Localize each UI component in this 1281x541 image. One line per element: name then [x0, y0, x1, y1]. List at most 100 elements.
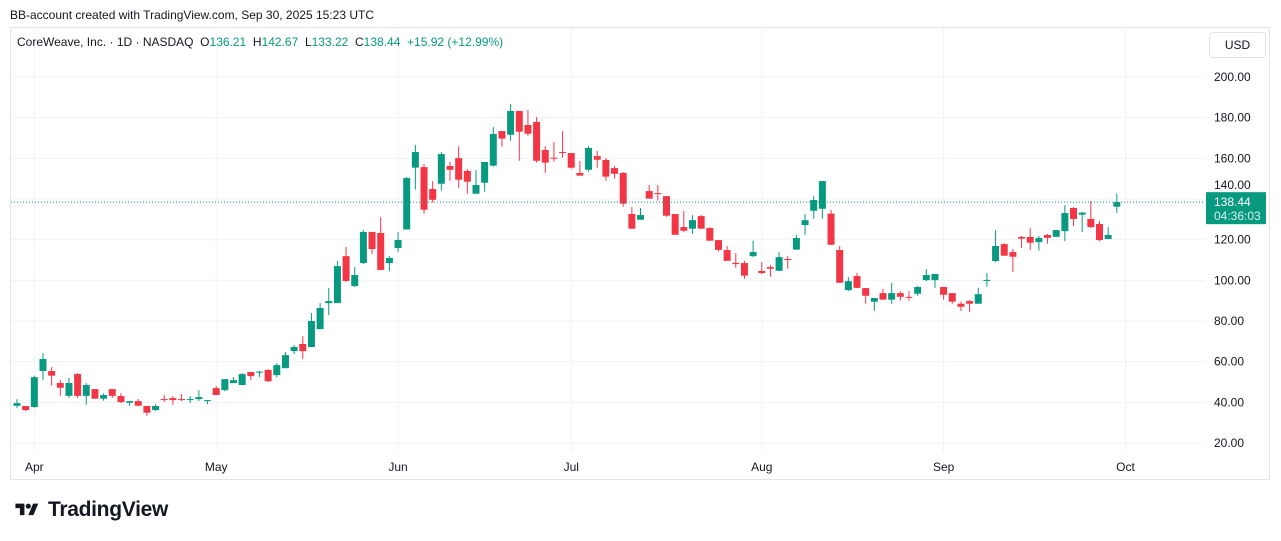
candle [766, 265, 774, 277]
candle [394, 231, 402, 253]
y-tick-label: 140.00 [1214, 178, 1251, 192]
candle-body [429, 189, 437, 200]
candle [966, 300, 974, 312]
currency-button[interactable]: USD [1209, 32, 1266, 58]
candle [1078, 212, 1086, 233]
candle-body [30, 377, 38, 408]
candle-body [732, 262, 740, 265]
y-tick-label: 100.00 [1214, 273, 1251, 287]
candle-body [281, 355, 289, 369]
candle [1035, 236, 1043, 251]
candle [403, 177, 411, 230]
symbol-legend: CoreWeave, Inc. · 1D · NASDAQ O136.21 H1… [17, 35, 503, 49]
candle [732, 253, 740, 268]
candle-body [888, 293, 896, 300]
candle-body [411, 152, 419, 168]
candle [1113, 193, 1121, 213]
candle-body [1018, 237, 1026, 239]
candle [186, 396, 194, 404]
candle-body [507, 110, 515, 135]
candle-body [628, 214, 636, 229]
candle-body [1070, 207, 1078, 219]
candle [784, 256, 792, 269]
candle-body [524, 124, 532, 134]
candle [957, 301, 965, 311]
low-value: 133.22 [311, 35, 349, 49]
candle-body [896, 293, 904, 297]
candle-body [723, 250, 731, 261]
tradingview-logo[interactable]: TradingView [12, 498, 168, 522]
x-tick-label: Oct [1116, 460, 1135, 474]
candle-body [455, 158, 463, 180]
y-tick-label: 80.00 [1214, 314, 1244, 328]
candle-body [359, 231, 367, 264]
candle [411, 144, 419, 190]
candle [221, 379, 229, 392]
candle [905, 291, 913, 301]
candle-body [818, 181, 826, 209]
candle [74, 373, 82, 398]
candle-body [1096, 224, 1103, 241]
candle [619, 171, 627, 207]
candle [862, 288, 870, 304]
candle-body [65, 383, 73, 396]
candle-body [697, 216, 705, 229]
candle [342, 246, 350, 282]
candle-body [611, 168, 619, 174]
candle-body [377, 232, 385, 270]
candle [775, 252, 783, 271]
y-tick-label: 200.00 [1214, 70, 1251, 84]
candle-body [810, 200, 818, 211]
candle [385, 255, 393, 271]
candle [585, 146, 593, 172]
candle-body [515, 110, 523, 132]
candle-body [100, 395, 108, 399]
low-label: L [304, 35, 312, 49]
candle [879, 289, 887, 300]
close-value: 138.44 [363, 35, 401, 49]
candle [463, 169, 471, 194]
candle-body [645, 191, 653, 199]
candle-body [463, 170, 471, 182]
candle [576, 160, 584, 176]
candle [524, 109, 532, 136]
candle [264, 368, 272, 382]
candle-body [766, 267, 774, 269]
candle-body [169, 398, 177, 401]
candle [91, 389, 99, 399]
candle-body [420, 167, 428, 210]
candle [654, 184, 662, 201]
candle [195, 390, 203, 402]
candle-body [827, 213, 835, 245]
candle-body [922, 275, 930, 281]
candle-body [333, 266, 341, 304]
candle-body [74, 374, 82, 396]
candle [359, 230, 367, 265]
candle-body [394, 240, 402, 249]
candle [922, 269, 930, 282]
candle-body [1061, 213, 1069, 232]
candle-body [533, 121, 541, 161]
candle [931, 274, 939, 288]
candle-body [784, 258, 792, 260]
candle [481, 161, 489, 192]
symbol-title[interactable]: CoreWeave, Inc. · 1D · NASDAQ [17, 35, 194, 49]
chart-credit: BB-account created with TradingView.com,… [10, 8, 374, 22]
candle-body [862, 288, 870, 296]
candle [307, 313, 315, 348]
candle-body [758, 270, 766, 274]
candle [914, 286, 922, 296]
candle [628, 207, 636, 229]
candle-body [879, 293, 887, 300]
candle-body [1000, 244, 1008, 256]
candles [13, 104, 1121, 416]
candle-body [56, 383, 64, 388]
candle-body [91, 389, 99, 399]
candle-body [853, 276, 861, 288]
candle-body [1026, 237, 1034, 243]
candle [983, 273, 991, 287]
candle [143, 405, 151, 416]
candle-body [299, 343, 307, 352]
candle [48, 367, 56, 386]
